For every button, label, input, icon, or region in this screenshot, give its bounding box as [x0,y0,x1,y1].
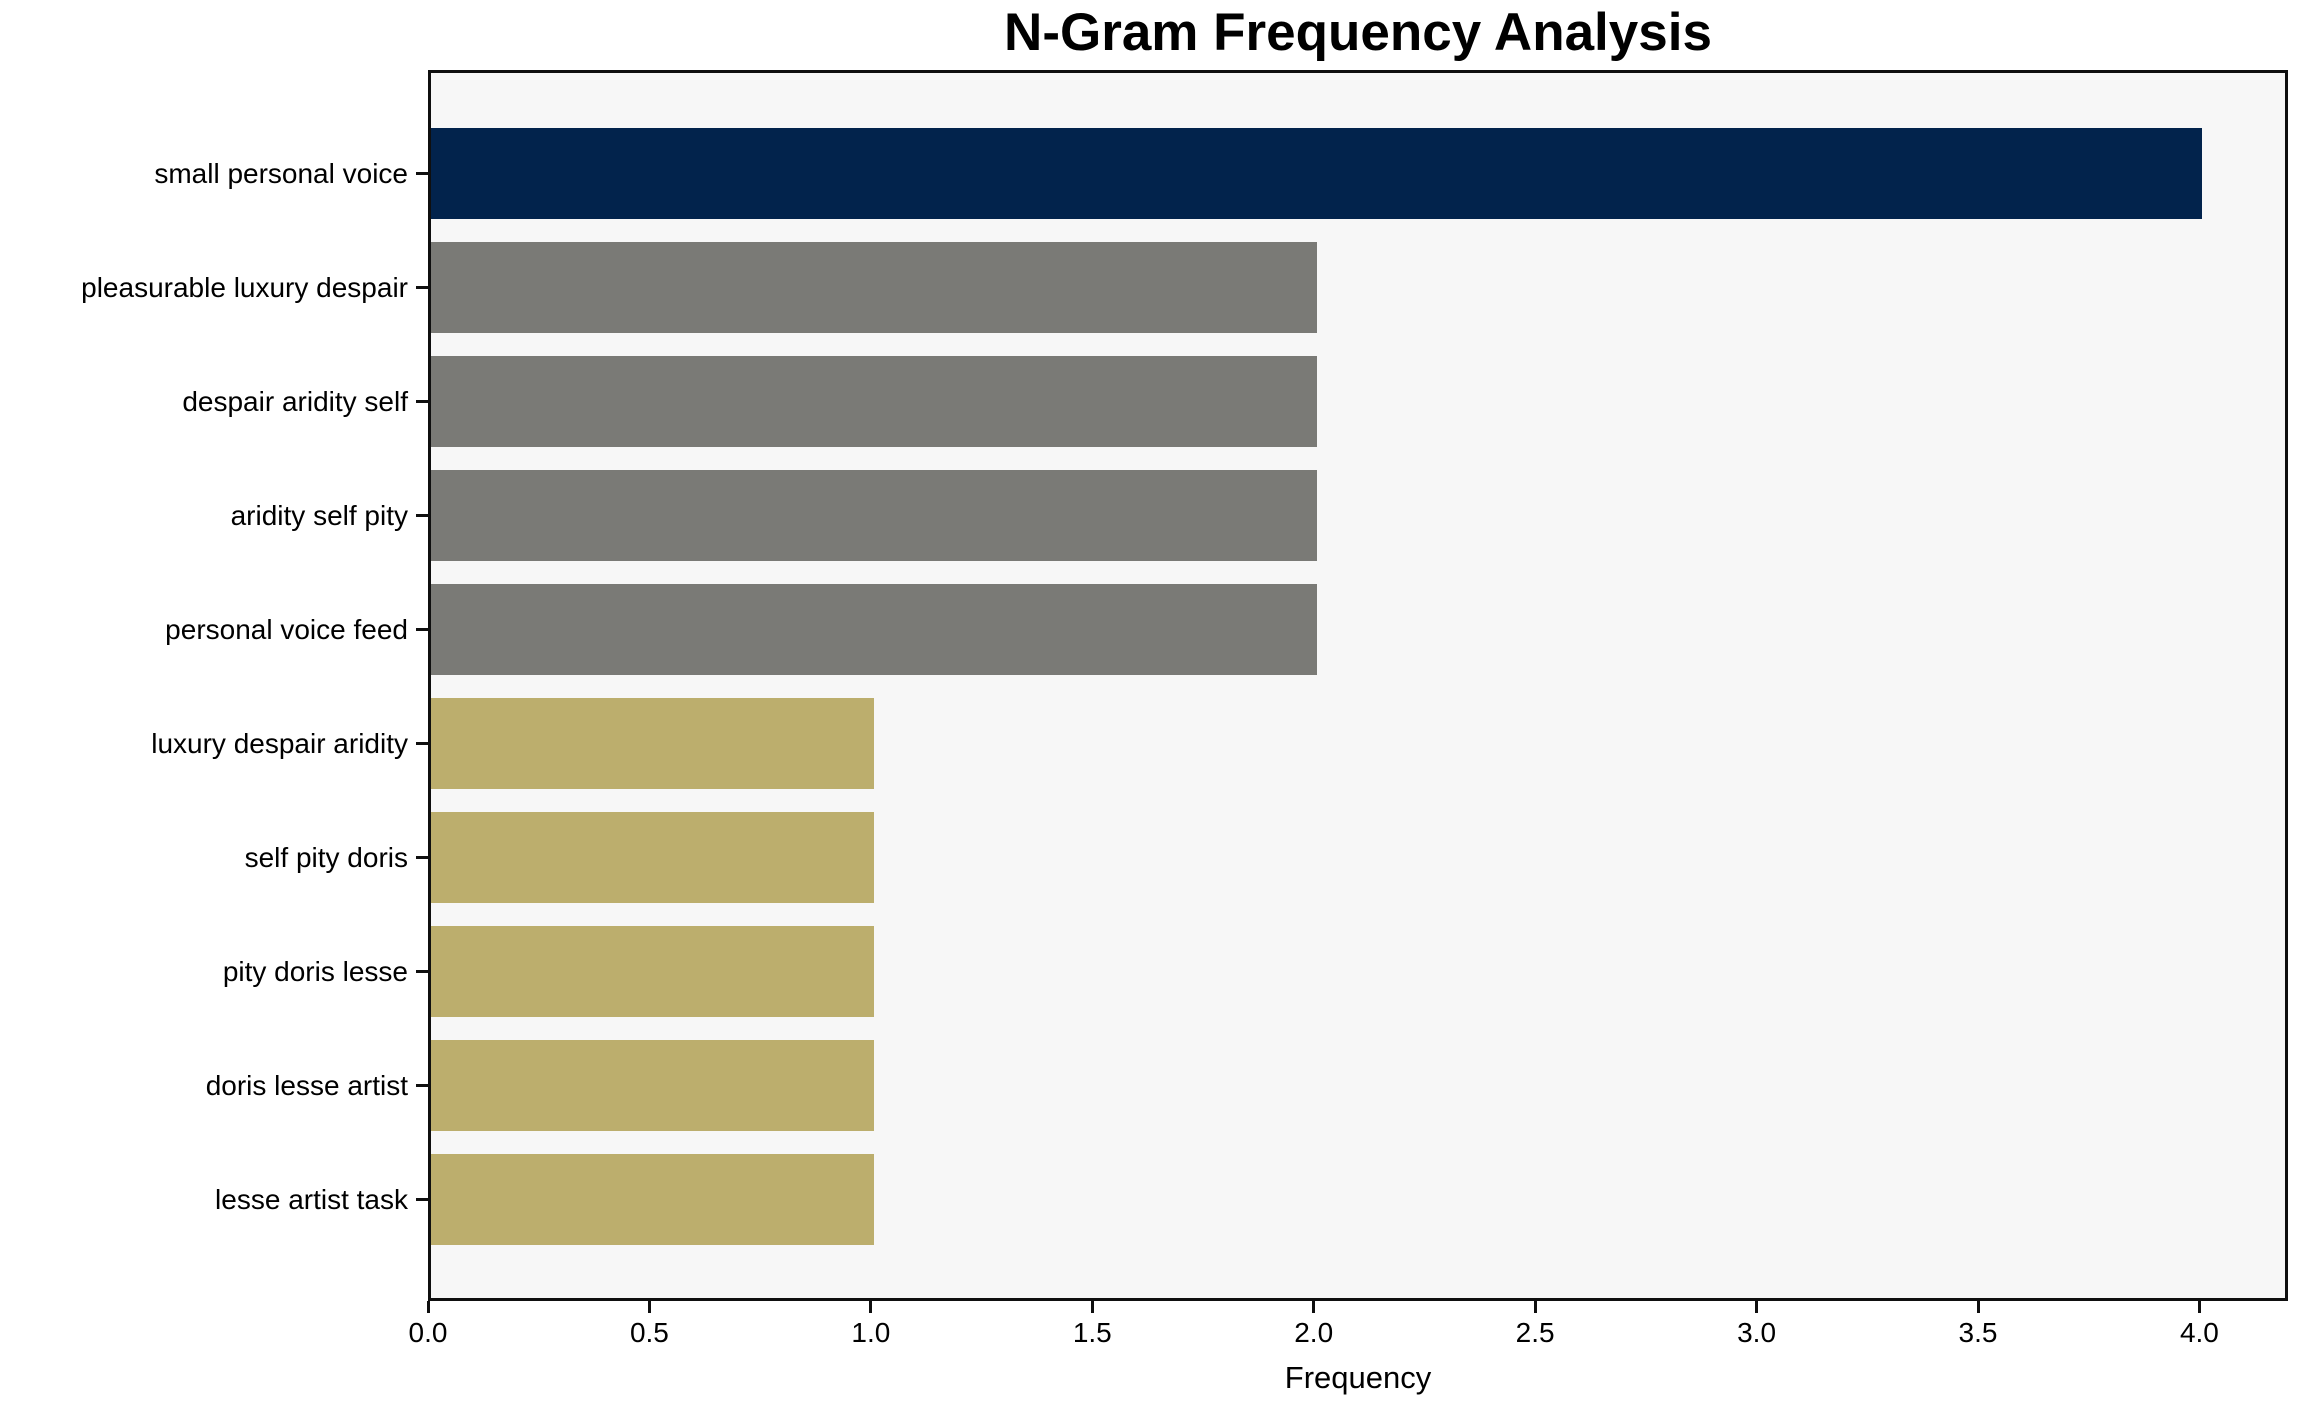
xtick-mark-0 [426,1301,430,1313]
ytick-mark-4 [416,628,428,631]
ytick-mark-7 [416,970,428,973]
bar-7 [431,926,874,1017]
xtick-mark-2 [869,1301,873,1313]
xtick-label-6: 3.0 [1737,1317,1777,1348]
xtick-mark-1 [647,1301,651,1313]
bar-0 [431,128,2202,219]
ytick-label-0: small personal voice [154,157,408,189]
ytick-label-6: self pity doris [244,841,408,873]
ytick-label-4: personal voice feed [165,613,408,645]
xtick-mark-5 [1533,1301,1537,1313]
ytick-label-8: doris lesse artist [205,1069,408,1101]
ytick-label-1: pleasurable luxury despair [81,271,408,303]
ytick-mark-6 [416,856,428,859]
bar-6 [431,812,874,903]
xtick-label-0: 0.0 [408,1317,448,1348]
ytick-label-2: despair aridity self [182,385,408,417]
ytick-mark-8 [416,1084,428,1087]
ytick-mark-5 [416,742,428,745]
x-axis-label: Frequency [1284,1360,1432,1395]
xtick-label-1: 0.5 [629,1317,669,1348]
ytick-mark-0 [416,172,428,175]
ytick-mark-3 [416,514,428,517]
xtick-mark-8 [2197,1301,2201,1313]
xtick-label-5: 2.5 [1515,1317,1555,1348]
xtick-label-4: 2.0 [1294,1317,1334,1348]
xtick-mark-6 [1755,1301,1759,1313]
bar-5 [431,698,874,789]
ytick-label-9: lesse artist task [215,1183,408,1215]
bar-1 [431,242,1317,333]
xtick-label-7: 3.5 [1958,1317,1998,1348]
chart-title: N-Gram Frequency Analysis [1004,3,1712,62]
xtick-label-8: 4.0 [2179,1317,2219,1348]
ytick-mark-9 [416,1198,428,1201]
xtick-label-2: 1.0 [851,1317,891,1348]
xtick-mark-3 [1090,1301,1094,1313]
ytick-label-5: luxury despair aridity [151,727,408,759]
xtick-mark-4 [1312,1301,1316,1313]
ytick-mark-2 [416,400,428,403]
bar-4 [431,584,1317,675]
xtick-mark-7 [1976,1301,1980,1313]
xtick-label-3: 1.5 [1072,1317,1112,1348]
plot-area [428,70,2288,1301]
ytick-label-7: pity doris lesse [222,955,408,987]
bar-3 [431,470,1317,561]
bar-8 [431,1040,874,1131]
bar-2 [431,356,1317,447]
ytick-label-3: aridity self pity [230,499,408,531]
ytick-mark-1 [416,286,428,289]
bar-9 [431,1154,874,1245]
